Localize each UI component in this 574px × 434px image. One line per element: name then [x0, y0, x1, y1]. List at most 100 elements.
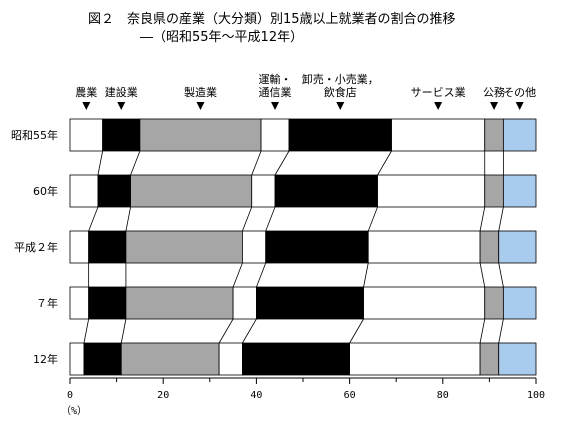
bar-segment-2-row-5 — [83, 342, 122, 376]
bar-segment-6-row-5 — [349, 342, 481, 376]
connector-line — [265, 206, 276, 232]
bar-segment-5-row-3 — [265, 230, 369, 264]
row-label: 60年 — [33, 184, 58, 198]
down-arrow-icon — [82, 102, 91, 110]
bar-segment-2-row-3 — [88, 230, 127, 264]
row-label: 平成２年 — [14, 240, 58, 254]
connector-line — [274, 150, 290, 176]
bar-segment-5-row-1 — [288, 118, 392, 152]
bar-segment-7-row-3 — [479, 230, 500, 264]
row-label: 昭和55年 — [11, 128, 58, 142]
bar-segment-7-row-5 — [479, 342, 500, 376]
bar-segment-6-row-1 — [391, 118, 486, 152]
connector-line — [377, 150, 392, 176]
bar-segment-1-row-1 — [69, 118, 104, 152]
row-label: 12年 — [33, 352, 58, 366]
down-arrow-icon — [336, 102, 345, 110]
bar-segment-5-row-4 — [255, 286, 364, 320]
bar-segment-8-row-5 — [498, 342, 537, 376]
connector-line — [479, 262, 486, 288]
connector-line — [218, 318, 234, 344]
connector-line — [498, 206, 504, 232]
bar-segment-8-row-3 — [498, 230, 537, 264]
down-arrow-icon — [271, 102, 280, 110]
connector-line — [232, 262, 243, 288]
x-axis-label: （%） — [61, 405, 87, 417]
series-label: 建設業 — [105, 85, 138, 99]
connector-line — [83, 318, 90, 344]
x-tick-label: 100 — [527, 390, 545, 401]
connector-line — [256, 262, 267, 288]
series-label: 卸売・小売業， — [302, 72, 379, 86]
x-tick-label: 0 — [67, 390, 73, 401]
bar-segment-6-row-4 — [363, 286, 486, 320]
connector-line — [120, 318, 127, 344]
series-label: 農業 — [75, 85, 97, 99]
chart-subtitle: ―（昭和55年～平成12年） — [140, 30, 304, 45]
bar-segment-6-row-3 — [367, 230, 481, 264]
connector-line — [242, 206, 253, 232]
bar-segment-2-row-2 — [97, 174, 131, 208]
x-tick-label: 20 — [157, 390, 169, 401]
series-label: 公務 — [483, 85, 505, 99]
x-tick-label: 80 — [437, 390, 449, 401]
bar-segment-3-row-4 — [125, 286, 234, 320]
bar-segment-3-row-1 — [139, 118, 262, 152]
bar-segment-7-row-2 — [484, 174, 504, 208]
bar-segment-1-row-5 — [69, 342, 85, 376]
connector-line — [130, 150, 141, 176]
connector-line — [479, 318, 486, 344]
x-axis: 0 20 40 60 80 100 （%） — [61, 377, 545, 417]
bar-segment-4-row-1 — [260, 118, 290, 152]
connector-line — [88, 206, 99, 232]
bar-segment-3-row-3 — [125, 230, 243, 264]
down-arrow-icon — [515, 102, 524, 110]
connector-line — [251, 150, 262, 176]
bar-segment-4-row-5 — [218, 342, 243, 376]
x-tick-label: 60 — [344, 390, 356, 401]
bar-segment-8-row-1 — [502, 118, 537, 152]
row-label: ７年 — [36, 296, 58, 310]
bar-segment-4-row-4 — [232, 286, 257, 320]
series-label: 運輸・ — [259, 72, 292, 86]
connector-line — [242, 318, 257, 344]
bar-segment-3-row-5 — [120, 342, 220, 376]
down-arrow-icon — [117, 102, 126, 110]
bar-segment-6-row-2 — [377, 174, 486, 208]
connector-line — [498, 262, 504, 288]
bar-segment-2-row-4 — [88, 286, 127, 320]
bar-segment-2-row-1 — [102, 118, 141, 152]
series-label: 製造業 — [184, 85, 217, 99]
bars — [69, 118, 537, 376]
down-arrow-icon — [490, 102, 499, 110]
bar-segment-5-row-5 — [242, 342, 350, 376]
down-arrow-icon — [434, 102, 443, 110]
series-label: 通信業 — [259, 86, 292, 99]
connector-line — [349, 318, 364, 344]
connector-line — [498, 318, 504, 344]
bar-segment-8-row-2 — [502, 174, 537, 208]
series-label: その他 — [503, 86, 536, 99]
bar-segment-1-row-2 — [69, 174, 99, 208]
bar-segment-7-row-1 — [484, 118, 504, 152]
connector-line — [479, 206, 486, 232]
connector-line — [367, 206, 378, 232]
connector-line — [363, 262, 369, 288]
bar-segment-1-row-3 — [69, 230, 90, 264]
bar-segment-4-row-2 — [251, 174, 276, 208]
connector-line — [97, 150, 104, 176]
down-arrow-icon — [196, 102, 205, 110]
bar-segment-1-row-4 — [69, 286, 90, 320]
connector-line — [125, 206, 131, 232]
bar-segment-8-row-4 — [502, 286, 537, 320]
bar-segment-3-row-2 — [130, 174, 253, 208]
connector-lines — [83, 150, 504, 344]
bar-segment-5-row-2 — [274, 174, 378, 208]
series-label: 飲食店 — [324, 85, 357, 99]
bar-segment-7-row-4 — [484, 286, 504, 320]
chart-title: 図２ 奈良県の産業（大分類）別15歳以上就業者の割合の推移 — [88, 12, 456, 27]
bar-segment-4-row-3 — [242, 230, 267, 264]
